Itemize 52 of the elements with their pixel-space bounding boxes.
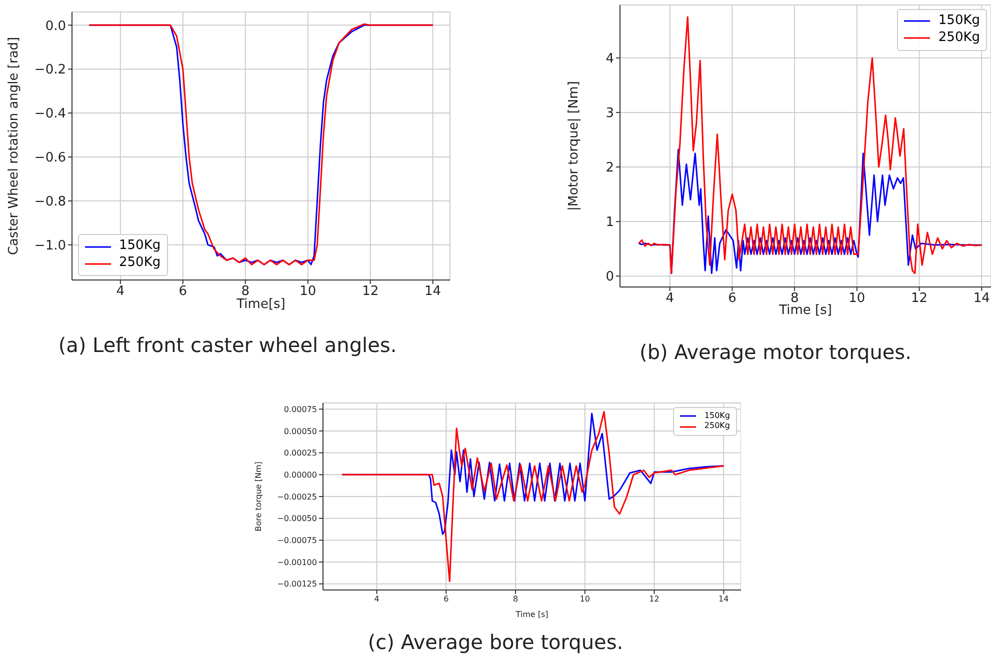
legend-label: 250Kg [938,30,980,47]
y-tick-label: −0.00125 [277,580,317,589]
y-tick-label: −0.00050 [277,514,317,524]
x-tick-label: 10 [848,291,866,306]
x-tick-label: 12 [649,594,660,604]
y-tick-label: 0 [606,270,614,285]
y-tick-label: 3 [606,106,614,122]
y-tick-label: 2 [606,160,614,176]
y-tick-label: 4 [606,52,614,67]
y-tick-label: −0.4 [34,106,66,122]
text: (c) Average bore torques. [366,630,624,654]
x-tick-label: 4 [116,284,125,300]
y-axis-title: Bore torque [Nm] [254,462,263,532]
y-tick-label: −1.0 [34,238,66,254]
y-tick-label: −0.8 [34,194,66,210]
y-tick-label: −0.6 [34,150,66,166]
text: (a) Left front caster wheel angles. [57,333,398,357]
x-tick-label: 6 [444,594,449,604]
x-tick-label: 8 [512,594,518,604]
x-tick-label: 12 [911,291,928,306]
x-axis-title: Time [s] [514,610,548,619]
y-tick-label: −0.2 [34,62,66,78]
x-tick-label: 14 [424,284,442,300]
y-axis-title: Caster Wheel rotation angle [rad] [6,36,22,256]
x-tick-label: 10 [300,284,316,300]
legend-label: 150Kg [938,13,980,30]
y-tick-label: 0.00050 [284,426,317,436]
x-tick-label: 12 [362,284,379,300]
legend-label: 250Kg [119,255,161,272]
y-tick-label: 0.00000 [284,470,317,480]
y-tick-label: −0.00100 [277,558,317,567]
x-tick-label: 4 [374,594,380,604]
legend-label: 250Kg [704,421,730,432]
y-tick-label: −0.00025 [277,492,317,502]
y-tick-label: 1 [606,215,614,230]
x-tick-label: 14 [973,291,990,306]
y-axis-title: |Motor torque| [Nm] [566,81,582,211]
x-tick-label: 6 [728,291,736,306]
line-series [638,16,982,274]
y-tick-label: 0.0 [45,18,66,34]
y-tick-label: 0.00025 [284,448,317,458]
x-tick-label: 6 [178,284,188,300]
y-tick-label: 0.00075 [284,404,317,414]
y-tick-label: −0.00075 [277,536,317,546]
x-tick-label: 8 [241,284,250,300]
x-tick-label: 10 [580,594,590,604]
legend-label: 150Kg [119,238,161,256]
text: (b) Average motor torques. [638,340,912,364]
x-tick-label: 4 [666,291,674,306]
x-tick-label: 14 [718,594,729,604]
x-axis-title: Time[s] [236,297,286,312]
legend-label: 150Kg [704,411,730,422]
